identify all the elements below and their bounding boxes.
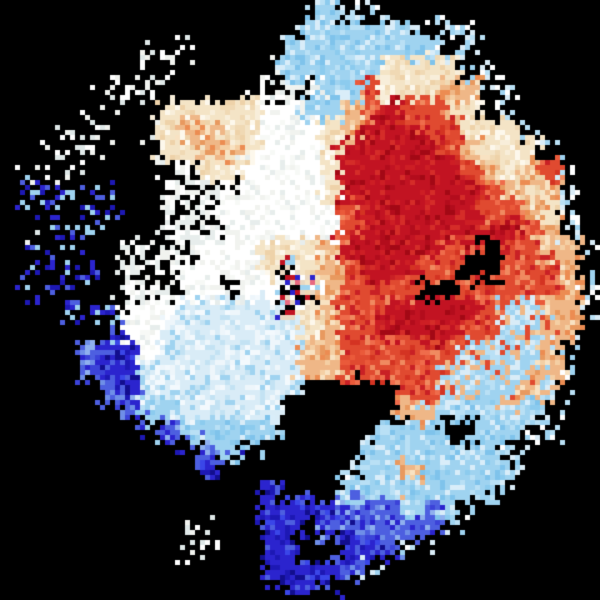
radar-display — [0, 0, 600, 600]
radar-velocity-canvas — [0, 0, 600, 600]
